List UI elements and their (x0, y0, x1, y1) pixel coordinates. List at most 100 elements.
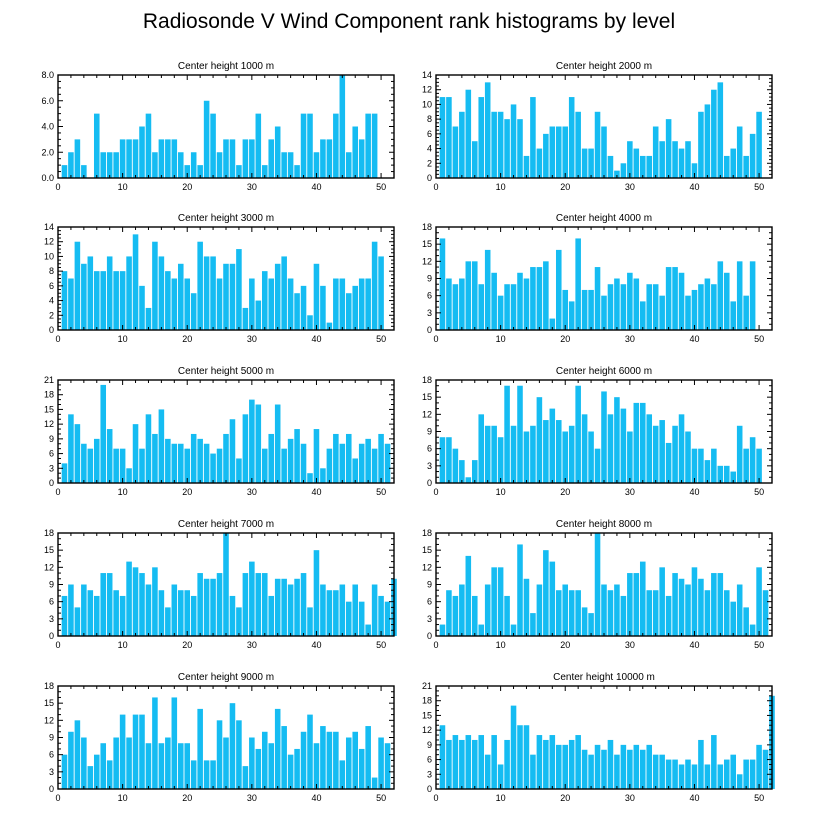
bar (197, 708, 203, 789)
bar (352, 458, 359, 483)
bar (659, 141, 665, 178)
bar (216, 448, 223, 483)
bar (106, 760, 113, 789)
bar (497, 764, 504, 789)
bar (639, 402, 646, 483)
bar (274, 126, 281, 178)
bar (300, 731, 307, 789)
panel-title: Center height 7000 m (178, 519, 274, 530)
bar (274, 404, 281, 483)
bar (358, 601, 365, 636)
bar (555, 590, 562, 636)
y-tick-label: 12 (44, 237, 54, 247)
bar (106, 152, 113, 178)
bar (261, 165, 268, 179)
bar (446, 739, 452, 789)
x-tick-label: 10 (118, 182, 128, 192)
bar (756, 111, 762, 178)
x-tick-label: 40 (689, 182, 699, 192)
y-tick-label: 18 (44, 681, 54, 691)
bar (119, 714, 126, 789)
bar (698, 111, 704, 178)
bar (549, 561, 556, 636)
bar (517, 385, 523, 483)
bar (672, 267, 678, 330)
bar (320, 139, 326, 179)
bar (627, 431, 633, 483)
bar (274, 708, 281, 789)
bar (307, 607, 313, 636)
panel-title: Center height 3000 m (178, 213, 274, 224)
bar (711, 735, 717, 789)
x-tick-label: 50 (754, 182, 764, 192)
bar (459, 460, 465, 483)
bar (601, 749, 607, 789)
bar (711, 573, 717, 636)
bar (743, 448, 749, 483)
bar (229, 263, 236, 330)
bar (555, 420, 562, 483)
bar (446, 437, 452, 483)
bar (543, 420, 549, 483)
bar (365, 726, 371, 789)
x-tick-label: 30 (625, 793, 635, 803)
y-tick-label: 6 (427, 444, 432, 454)
x-tick-label: 50 (376, 182, 386, 192)
bar (749, 437, 756, 483)
bar (685, 759, 691, 789)
bar (145, 584, 152, 636)
bar (74, 139, 81, 179)
bar (484, 249, 491, 330)
bar (223, 433, 229, 483)
bar (294, 748, 300, 789)
y-tick-label: 12 (422, 725, 432, 735)
bar (300, 443, 307, 483)
bar (171, 443, 178, 483)
y-tick-label: 12 (44, 419, 54, 429)
bar (281, 152, 287, 178)
bar (281, 726, 287, 789)
bar (223, 737, 229, 789)
bar (190, 760, 197, 789)
bar (152, 697, 158, 789)
bar (184, 590, 191, 636)
bar (68, 414, 74, 483)
bar (113, 448, 119, 483)
x-tick-label: 40 (311, 640, 321, 650)
bar (646, 284, 653, 330)
bar (659, 754, 665, 789)
bar (568, 739, 575, 789)
bar (339, 278, 346, 330)
bar (132, 424, 139, 483)
y-tick-label: 6 (49, 597, 54, 607)
bar (287, 278, 294, 330)
x-tick-label: 50 (754, 640, 764, 650)
bar (249, 278, 255, 330)
bar (320, 468, 326, 483)
bar (730, 754, 737, 789)
x-tick-label: 40 (311, 182, 321, 192)
bar (152, 152, 158, 178)
x-tick-label: 30 (247, 640, 257, 650)
x-tick-label: 0 (433, 793, 438, 803)
bar (665, 119, 672, 178)
y-tick-label: 9 (427, 427, 432, 437)
bar (326, 731, 333, 789)
bar (633, 573, 640, 636)
bar (665, 759, 672, 789)
y-tick-label: 3 (49, 767, 54, 777)
y-tick-label: 15 (422, 710, 432, 720)
bar (736, 261, 743, 330)
bar (581, 607, 588, 636)
bar (281, 448, 287, 483)
bar (371, 448, 378, 483)
x-tick-label: 0 (55, 487, 60, 497)
bar (678, 578, 685, 636)
y-tick-label: 14 (44, 222, 54, 232)
bar (717, 764, 724, 789)
bar (255, 748, 262, 789)
bar (68, 731, 74, 789)
bar (730, 148, 737, 178)
bar (665, 267, 672, 330)
bar (704, 764, 711, 789)
